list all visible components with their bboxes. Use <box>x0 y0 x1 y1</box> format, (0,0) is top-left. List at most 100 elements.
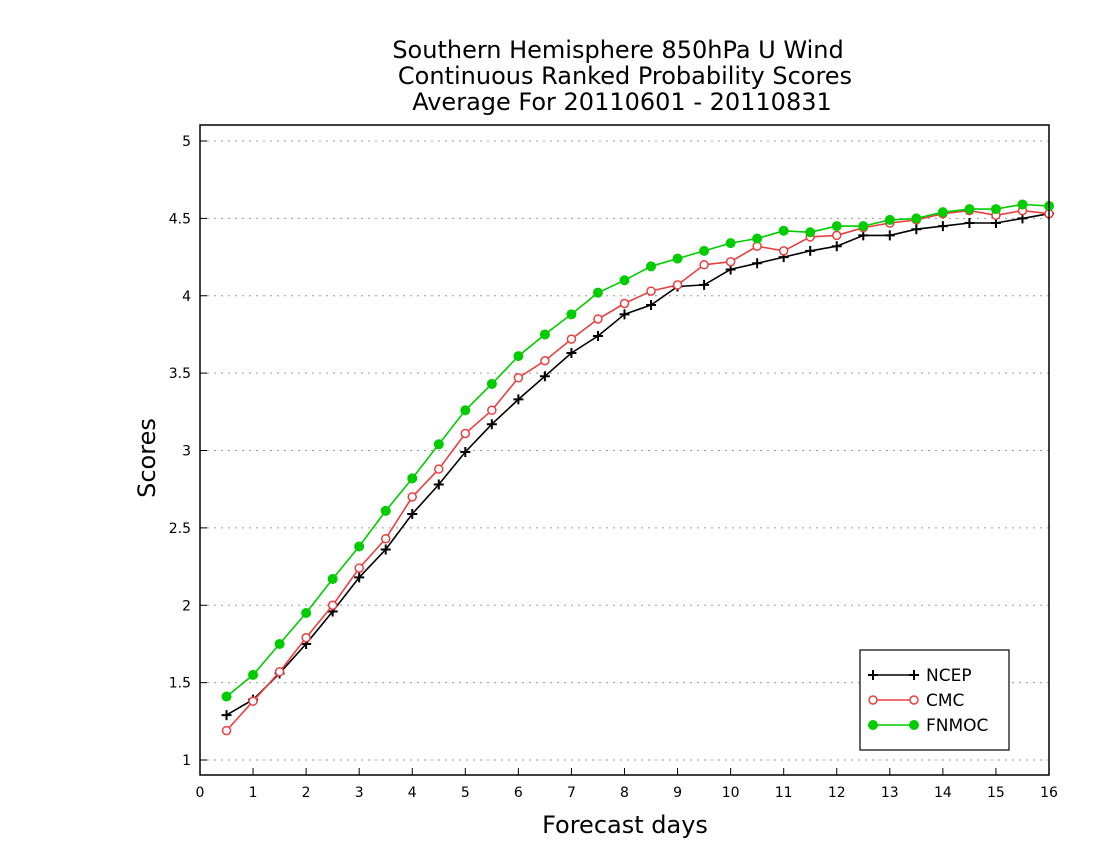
x-axis-label: Forecast days <box>542 811 708 839</box>
series-line-ncep <box>226 212 1050 716</box>
data-point-fnmoc <box>433 439 444 450</box>
data-point-ncep <box>911 224 922 235</box>
data-point-fnmoc <box>566 309 577 320</box>
y-tick-label: 4 <box>182 289 191 305</box>
y-tick-label: 3.5 <box>169 366 191 382</box>
chart-title-line-3: Average For 20110601 - 20110831 <box>412 88 832 116</box>
x-tick-label: 7 <box>567 785 576 801</box>
x-tick-label: 1 <box>249 785 258 801</box>
data-point-ncep <box>380 544 391 555</box>
data-point-ncep <box>566 348 577 359</box>
data-point-fnmoc <box>1017 199 1028 210</box>
series <box>221 199 1054 736</box>
x-tick-label: 0 <box>196 785 205 801</box>
y-axis: 1 1.5 2 2.5 3 3.5 4 4.5 5 <box>169 134 207 769</box>
data-point-ncep <box>937 221 948 232</box>
data-point-fnmoc <box>221 691 232 702</box>
x-tick-label: 4 <box>408 785 417 801</box>
legend-marker <box>909 720 919 730</box>
legend-marker <box>868 720 878 730</box>
legend-item-ncep: NCEP <box>868 666 972 686</box>
data-point-fnmoc <box>646 261 657 272</box>
x-tick-label: 9 <box>673 785 682 801</box>
series-line-fnmoc <box>225 203 1050 698</box>
data-point-fnmoc <box>964 204 975 215</box>
series-fnmoc <box>221 199 1054 702</box>
data-point-fnmoc <box>380 505 391 516</box>
y-tick-label: 2.5 <box>169 521 191 537</box>
data-point-ncep <box>407 508 418 519</box>
data-point-fnmoc <box>699 245 710 256</box>
series-ncep <box>221 208 1054 721</box>
data-point-fnmoc <box>778 225 789 236</box>
data-point-ncep <box>433 479 444 490</box>
data-point-ncep <box>221 710 232 721</box>
data-point-ncep <box>460 447 471 458</box>
data-point-fnmoc <box>513 351 524 362</box>
legend: NCEP CMC FNMOC <box>859 649 1010 751</box>
data-point-fnmoc <box>672 253 683 264</box>
legend-marker <box>868 670 878 680</box>
data-point-cmc <box>672 280 683 290</box>
data-point-cmc <box>274 667 285 677</box>
data-point-cmc <box>434 464 444 474</box>
legend-label: FNMOC <box>926 716 988 736</box>
data-point-fnmoc <box>858 221 869 232</box>
data-point-fnmoc <box>990 204 1001 215</box>
data-point-cmc <box>380 533 391 544</box>
data-point-cmc <box>301 632 311 643</box>
data-point-ncep <box>354 572 365 583</box>
data-point-cmc <box>699 260 709 270</box>
data-point-ncep <box>884 230 895 241</box>
y-tick-label: 2 <box>182 598 191 614</box>
data-point-cmc <box>646 286 656 296</box>
data-point-fnmoc <box>274 638 285 649</box>
x-tick-label: 16 <box>1040 785 1058 801</box>
data-point-fnmoc <box>407 473 418 484</box>
y-tick-label: 4.5 <box>169 211 191 227</box>
x-tick-label: 3 <box>355 785 364 801</box>
x-tick-label: 15 <box>987 785 1005 801</box>
data-point-fnmoc <box>539 329 550 340</box>
data-point-cmc <box>619 298 630 309</box>
x-tick-label: 11 <box>775 785 793 801</box>
chart-title-line-1: Southern Hemisphere 850hPa U Wind <box>392 36 843 64</box>
data-point-fnmoc <box>301 607 312 618</box>
data-point-ncep <box>805 245 816 256</box>
x-tick-label: 14 <box>934 785 952 801</box>
x-tick-label: 13 <box>881 785 899 801</box>
x-tick-label: 6 <box>514 785 523 801</box>
data-point-fnmoc <box>725 238 736 249</box>
data-point-ncep <box>699 279 710 290</box>
y-tick-label: 1.5 <box>169 676 191 692</box>
data-point-cmc <box>354 563 364 573</box>
data-point-ncep <box>646 300 657 311</box>
data-point-cmc <box>725 256 736 267</box>
chart-title-line-2: Continuous Ranked Probability Scores <box>398 62 852 90</box>
legend-item-fnmoc: FNMOC <box>868 716 988 736</box>
data-point-cmc <box>566 334 577 344</box>
data-point-ncep <box>513 394 524 405</box>
data-point-fnmoc <box>831 221 842 232</box>
x-tick-label: 8 <box>620 785 629 801</box>
data-point-cmc <box>248 696 258 706</box>
data-point-ncep <box>592 330 603 341</box>
x-tick-label: 5 <box>461 785 470 801</box>
legend-marker <box>868 695 878 705</box>
data-point-cmc <box>327 600 338 610</box>
data-point-cmc <box>593 314 603 324</box>
data-point-fnmoc <box>752 233 763 244</box>
data-point-fnmoc <box>248 669 259 680</box>
data-point-fnmoc <box>911 213 922 224</box>
data-point-ncep <box>964 218 975 229</box>
data-point-ncep <box>486 419 497 430</box>
legend-marker <box>909 670 919 680</box>
x-tick-label: 12 <box>828 785 846 801</box>
data-point-cmc <box>540 355 550 366</box>
data-point-fnmoc <box>619 275 630 286</box>
data-point-fnmoc <box>592 287 603 298</box>
x-tick-label: 2 <box>302 785 311 801</box>
data-point-ncep <box>752 258 763 269</box>
legend-item-cmc: CMC <box>868 691 964 711</box>
